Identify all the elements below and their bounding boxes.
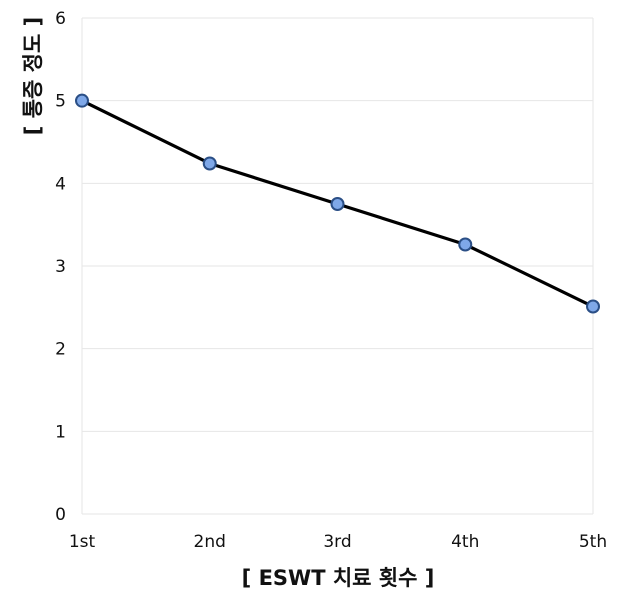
x-tick-label: 2nd <box>194 532 226 552</box>
x-tick-label: 5th <box>579 532 607 552</box>
y-axis-ticks: 0 1 2 3 4 5 6 <box>55 9 66 525</box>
grid-lines <box>81 17 594 515</box>
y-tick-label: 2 <box>55 340 66 360</box>
y-tick-label: 3 <box>55 257 66 277</box>
x-axis-title: [ ESWT 치료 횟수 ] <box>242 566 435 590</box>
x-tick-label: 4th <box>451 532 479 552</box>
data-point <box>458 237 473 252</box>
data-point <box>586 299 600 314</box>
y-tick-label: 6 <box>55 9 66 29</box>
data-point <box>75 93 89 108</box>
series-layer <box>75 93 600 314</box>
data-point <box>330 197 345 211</box>
x-axis-ticks: 1st 2nd 3rd 4th 5th <box>69 532 607 552</box>
y-axis-title: [ 통증 정도 ] <box>21 17 45 135</box>
data-point <box>202 156 217 171</box>
y-tick-label: 1 <box>55 422 66 442</box>
x-tick-label: 3rd <box>323 532 351 552</box>
y-tick-label: 5 <box>55 92 66 112</box>
x-tick-label: 1st <box>69 532 96 552</box>
y-tick-label: 4 <box>55 174 66 194</box>
y-tick-label: 0 <box>55 505 66 525</box>
